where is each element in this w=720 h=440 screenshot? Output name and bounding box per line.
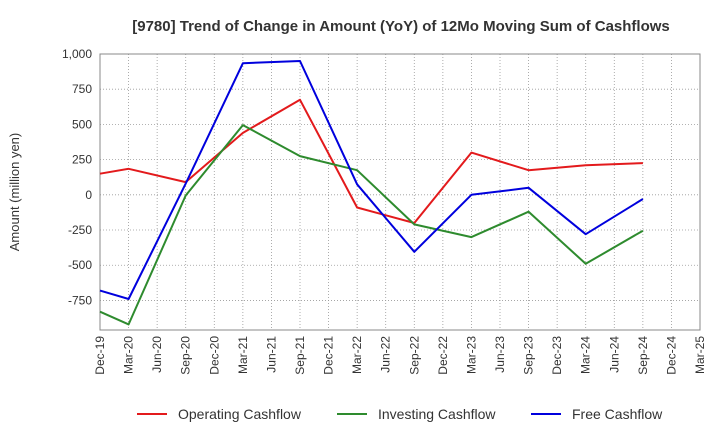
x-tick-label: Mar-23 [464, 336, 478, 374]
y-tick-label: 250 [72, 153, 92, 167]
legend-label: Operating Cashflow [178, 406, 302, 422]
x-tick-label: Jun-23 [493, 336, 507, 373]
x-tick-label: Jun-22 [379, 336, 393, 373]
legend-label: Free Cashflow [572, 406, 663, 422]
y-axis-label: Amount (million yen) [7, 133, 22, 252]
x-tick-label: Dec-19 [93, 336, 107, 375]
x-tick-label: Sep-24 [636, 336, 650, 375]
y-tick-label: -750 [68, 293, 92, 307]
y-tick-label: 500 [72, 117, 92, 131]
x-tick-label: Jun-20 [150, 336, 164, 373]
grid [100, 54, 700, 330]
x-tick-label: Mar-21 [236, 336, 250, 374]
x-axis: Dec-19 Mar-20 Jun-20 Sep-20 Dec-20 Mar-21 Jun-… [93, 336, 707, 375]
plot-area-border [99, 53, 701, 331]
y-tick-label: -250 [68, 223, 92, 237]
series-line-2 [99, 124, 644, 326]
x-tick-label: Dec-24 [664, 336, 678, 375]
x-tick-label: Mar-25 [693, 336, 707, 374]
chart-title: [9780] Trend of Change in Amount (YoY) o… [132, 18, 670, 35]
x-tick-label: Jun-21 [264, 336, 278, 373]
x-tick-label: Sep-23 [522, 336, 536, 375]
x-tick-label: Mar-22 [350, 336, 364, 374]
x-tick-label: Sep-22 [407, 336, 421, 375]
y-tick-label: -500 [68, 258, 92, 272]
x-tick-label: Dec-22 [436, 336, 450, 375]
legend: Operating Cashflow Investing Cashflow Free… [137, 406, 663, 422]
x-tick-label: Mar-20 [122, 336, 136, 374]
x-tick-label: Sep-20 [179, 336, 193, 375]
x-tick-label: Dec-21 [322, 336, 336, 375]
series-lines [99, 60, 644, 326]
legend-label: Investing Cashflow [378, 406, 496, 422]
x-tick-label: Sep-21 [293, 336, 307, 375]
x-tick-label: Mar-24 [579, 336, 593, 374]
x-tick-label: Dec-23 [550, 336, 564, 375]
x-tick-label: Jun-24 [607, 336, 621, 373]
y-tick-label: 1,000 [62, 47, 92, 61]
y-tick-label: 0 [85, 188, 92, 202]
y-axis: 1,000 750 500 250 0 -250 -500 -750 [62, 47, 92, 307]
y-tick-label: 750 [72, 82, 92, 96]
series-line-3 [99, 60, 644, 300]
series-line-1 [99, 98, 643, 224]
x-tick-label: Dec-20 [207, 336, 221, 375]
